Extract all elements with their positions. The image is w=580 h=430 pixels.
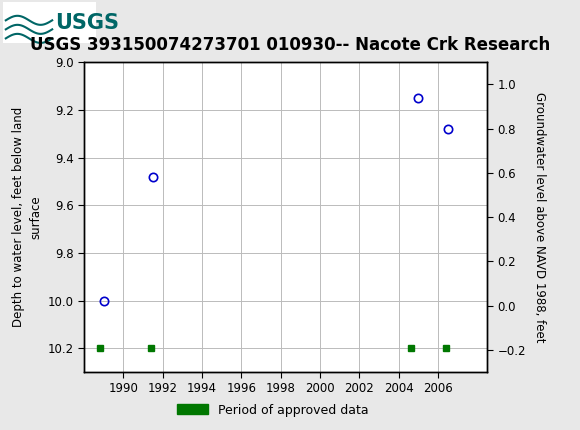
- Y-axis label: Groundwater level above NAVD 1988, feet: Groundwater level above NAVD 1988, feet: [533, 92, 546, 342]
- Legend: Period of approved data: Period of approved data: [172, 399, 374, 421]
- Bar: [3, 2, 96, 43]
- Y-axis label: Depth to water level, feet below land
surface: Depth to water level, feet below land su…: [12, 107, 42, 327]
- Text: USGS: USGS: [55, 12, 119, 33]
- Text: USGS 393150074273701 010930-- Nacote Crk Research: USGS 393150074273701 010930-- Nacote Crk…: [30, 36, 550, 54]
